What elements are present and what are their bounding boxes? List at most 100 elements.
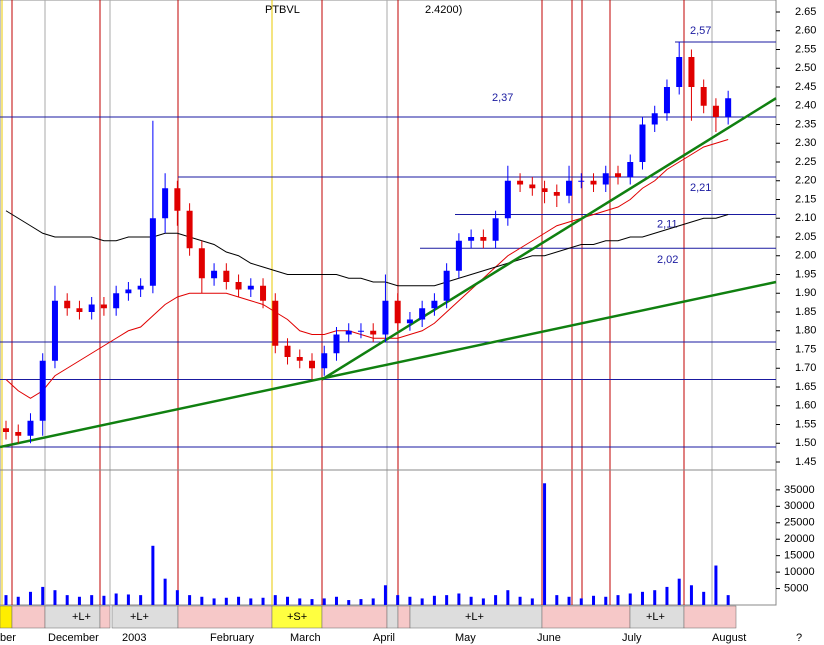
candle-body <box>615 173 621 177</box>
v-tick-label: 10000 <box>784 566 815 578</box>
volume-bar <box>114 593 118 605</box>
level-label: 2,57 <box>690 25 711 37</box>
candle-body <box>480 237 487 241</box>
volume-bar <box>702 591 706 605</box>
v-tick-label: 35000 <box>784 484 815 496</box>
candle-body <box>113 293 120 309</box>
candle-body <box>357 330 364 332</box>
candle-body <box>186 210 193 249</box>
volume-bar <box>151 545 155 605</box>
candle-body <box>235 282 242 290</box>
candle-body <box>309 360 315 369</box>
chart-title: PTBVL <box>265 4 300 16</box>
x-tick-label: May <box>455 632 476 644</box>
candle-body <box>162 188 169 219</box>
volume-bar <box>665 586 669 605</box>
band-label: +L+ <box>130 611 149 623</box>
y-tick-label: 2.25 <box>795 156 816 168</box>
volume-bar <box>237 596 241 605</box>
candle-body <box>3 428 9 432</box>
candle-body <box>455 240 462 271</box>
y-tick-label: 2.65 <box>795 6 816 18</box>
volume-bar <box>175 590 179 605</box>
volume-bar <box>616 595 620 605</box>
y-tick-label: 1.90 <box>795 287 816 299</box>
candle-body <box>553 192 560 196</box>
volume-bar <box>653 590 657 605</box>
volume-bar <box>322 598 326 605</box>
candle-body <box>443 270 450 301</box>
volume-bar <box>506 590 510 605</box>
volume-bar <box>139 595 143 605</box>
candle-body <box>566 180 573 196</box>
x-tick-label: August <box>712 632 746 644</box>
candle-body <box>137 285 144 290</box>
volume-bar <box>530 598 534 605</box>
v-tick-label: 30000 <box>784 500 815 512</box>
y-tick-label: 1.55 <box>795 418 816 430</box>
candle-body <box>688 57 695 87</box>
volume-bar <box>273 595 277 605</box>
y-tick-label: 2.15 <box>795 193 816 205</box>
candle-body <box>174 188 181 211</box>
candle-body <box>590 180 597 185</box>
band-label: +L+ <box>465 611 484 623</box>
candle-body <box>333 334 340 354</box>
y-tick-label: 2.10 <box>795 212 816 224</box>
y-tick-label: 2.00 <box>795 250 816 262</box>
candle-body <box>100 304 107 309</box>
volume-bar <box>347 600 351 605</box>
band-segment <box>177 605 273 629</box>
candle-body <box>578 180 585 182</box>
volume-bar <box>249 598 253 605</box>
candle-body <box>321 353 328 369</box>
volume-bar <box>628 593 632 605</box>
volume-bar <box>445 595 449 605</box>
candle-body <box>394 300 401 324</box>
y-tick-label: 2.40 <box>795 100 816 112</box>
volume-bar <box>383 585 387 605</box>
candle-body <box>419 308 426 320</box>
y-tick-label: 1.50 <box>795 437 816 449</box>
level-label: 2,02 <box>657 254 678 266</box>
band-segment <box>397 605 411 629</box>
candle-body <box>517 180 524 185</box>
level-label: 2,11 <box>657 218 678 230</box>
volume-bar <box>126 594 130 605</box>
candle-body <box>223 270 230 282</box>
y-tick-label: 1.65 <box>795 381 816 393</box>
volume-bar <box>579 598 583 605</box>
candle-body <box>125 289 132 294</box>
volume-bar <box>53 590 57 605</box>
v-tick-label: 15000 <box>784 550 815 562</box>
y-tick-label: 2.50 <box>795 62 816 74</box>
y-tick-label: 2.55 <box>795 43 816 55</box>
band-segment <box>683 605 737 629</box>
candle-body <box>431 300 438 309</box>
candle-body <box>541 188 548 192</box>
volume-bar <box>310 599 314 605</box>
volume-bar <box>396 595 400 605</box>
volume-bar <box>555 595 559 605</box>
volume-bar <box>4 595 8 605</box>
x-tick-label: February <box>210 632 255 644</box>
y-tick-label: 1.80 <box>795 325 816 337</box>
candle-body <box>15 432 22 436</box>
volume-bar <box>481 598 485 605</box>
band-segment <box>386 605 399 629</box>
level-label: 2,37 <box>492 92 513 104</box>
candle-body <box>76 308 83 312</box>
x-tick-label: ? <box>796 632 802 644</box>
volume-bar <box>334 596 338 605</box>
level-label: 2,21 <box>690 182 711 194</box>
candle-body <box>725 98 732 117</box>
volume-bar <box>567 596 571 605</box>
band-segment <box>541 605 631 629</box>
y-tick-label: 2.20 <box>795 175 816 187</box>
band-segment <box>99 605 111 629</box>
candle-body <box>700 87 707 106</box>
y-tick-label: 1.45 <box>795 456 816 468</box>
volume-bar <box>16 596 20 605</box>
candle-body <box>247 285 254 290</box>
